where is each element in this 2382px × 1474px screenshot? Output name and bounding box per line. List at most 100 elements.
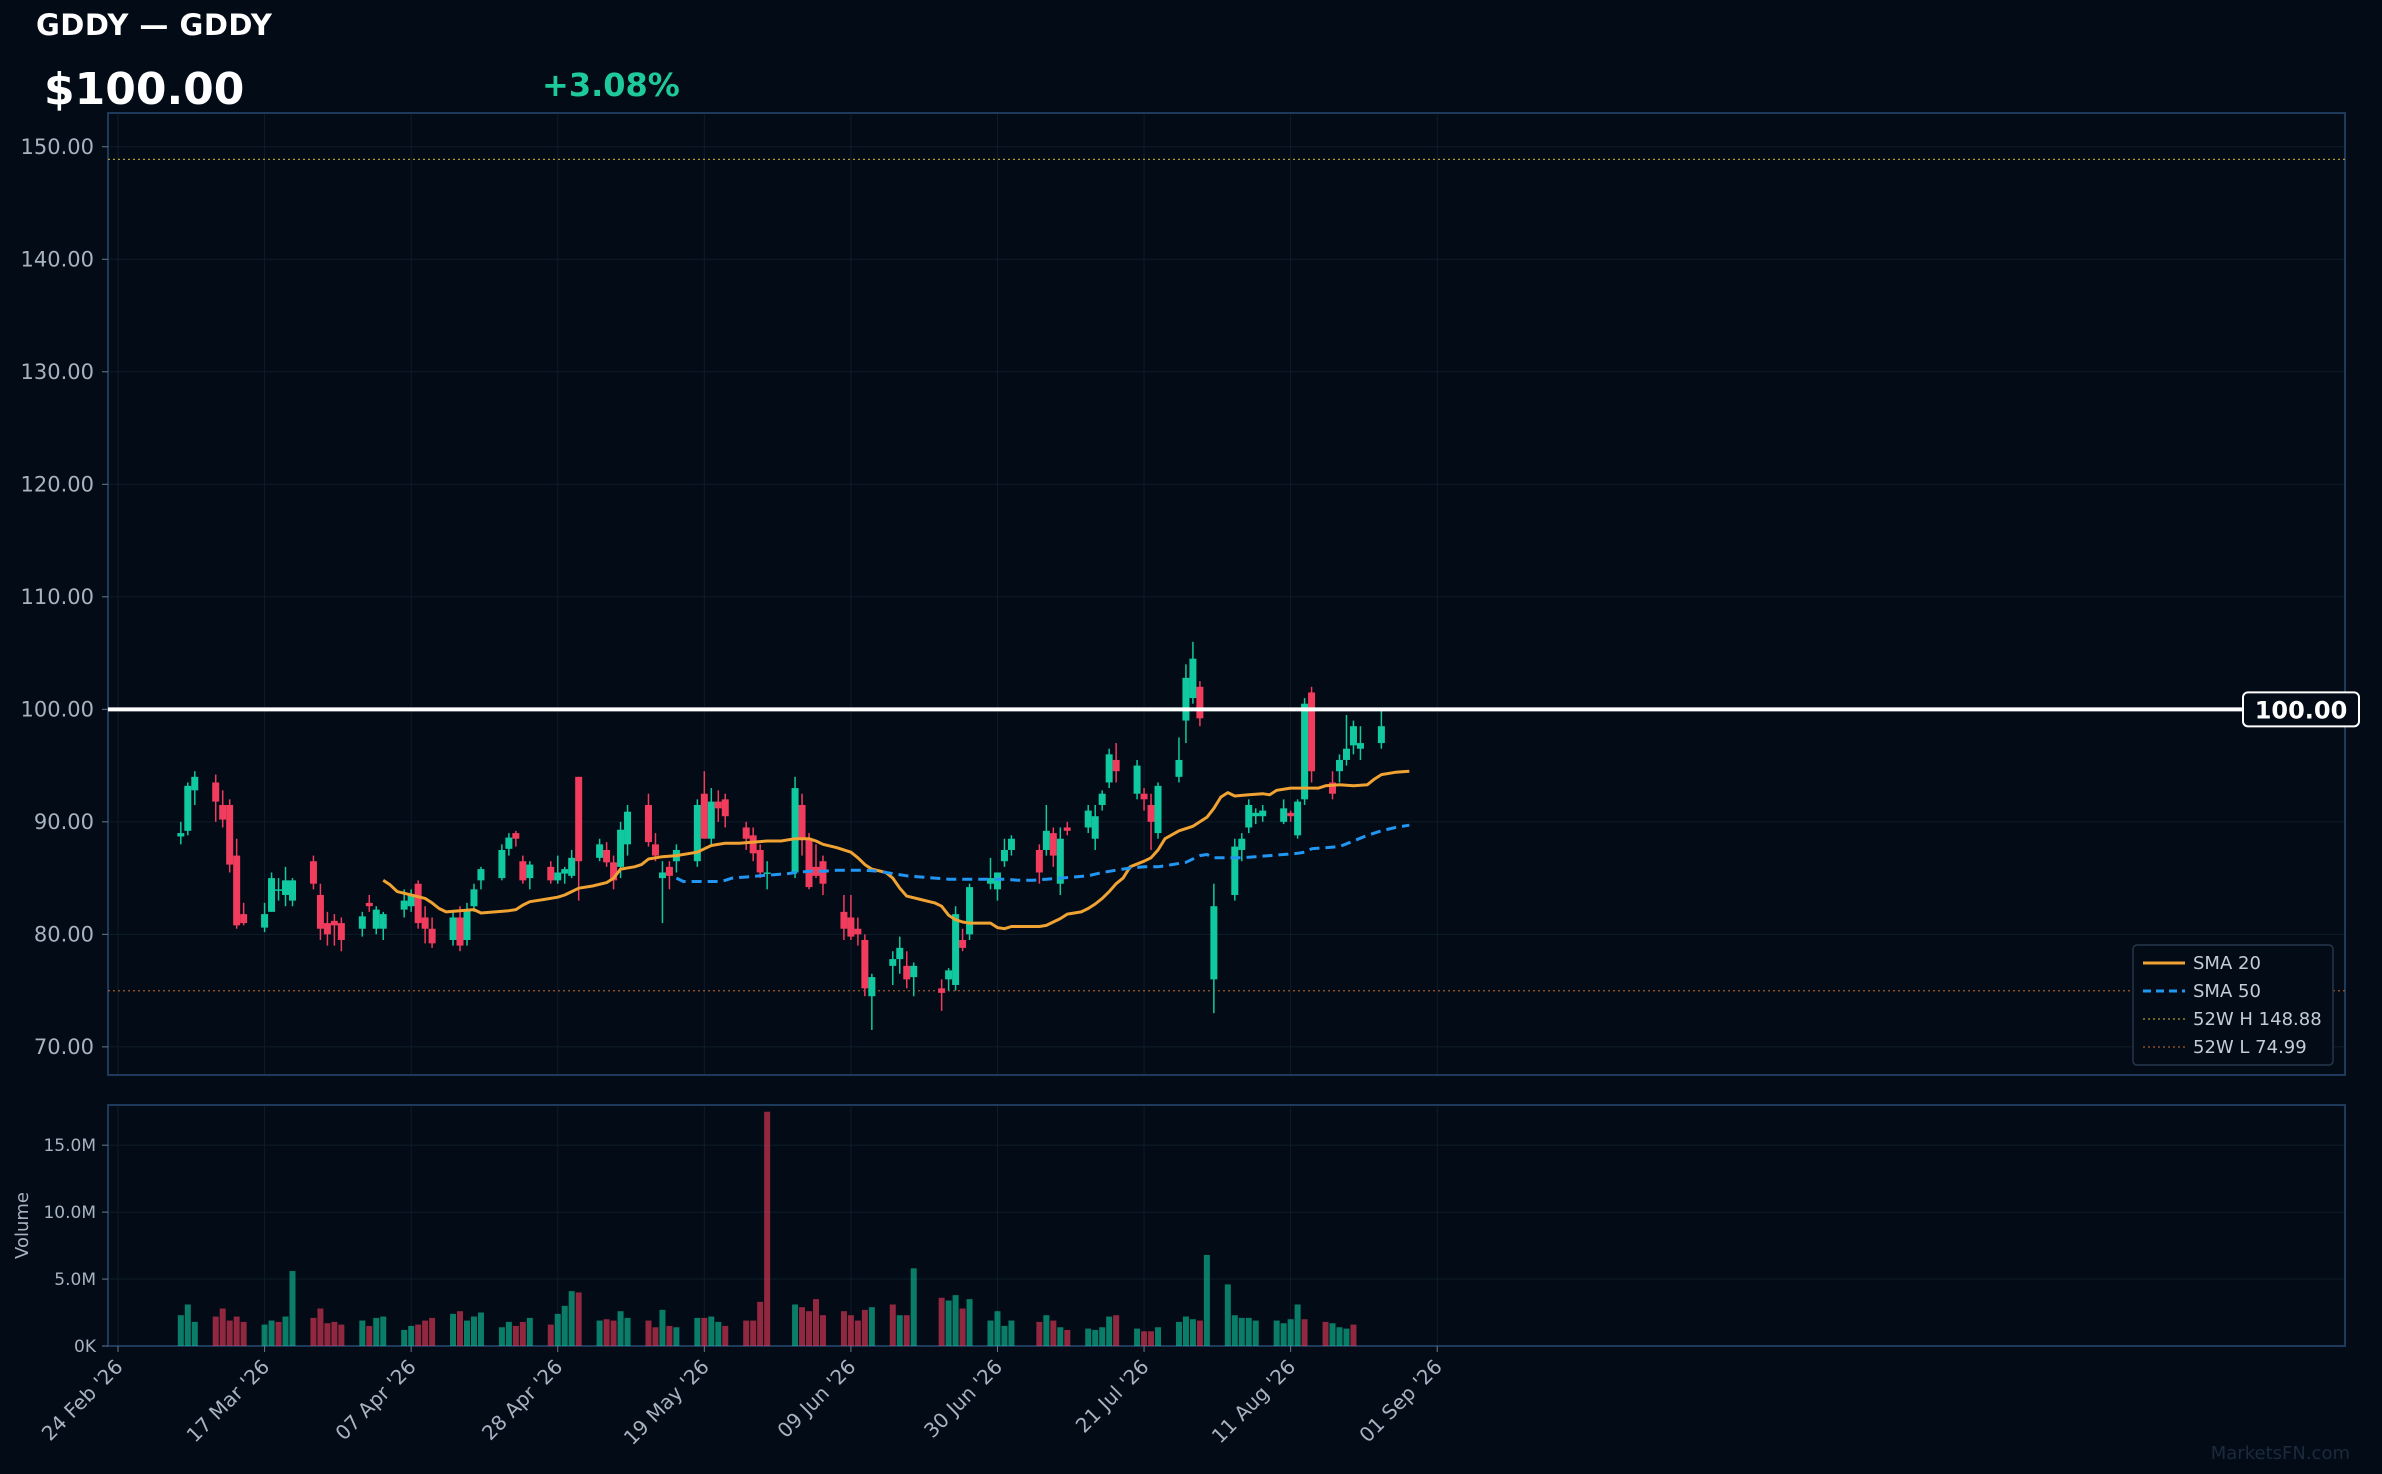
reference-lines <box>108 158 2345 992</box>
legend-label: SMA 20 <box>2193 953 2261 974</box>
candle-body <box>791 788 799 873</box>
price-tick-label: 80.00 <box>34 922 94 946</box>
candle-body <box>407 894 415 907</box>
x-tick-label: 19 May '26 <box>619 1355 714 1450</box>
volume-bar <box>1182 1316 1189 1346</box>
x-tick-label: 30 Jun '26 <box>919 1355 1007 1443</box>
candle-body <box>700 793 708 839</box>
candle-body <box>1301 703 1309 800</box>
volume-bar <box>1203 1254 1210 1346</box>
candle-body <box>993 872 1001 890</box>
legend-label: 52W L 74.99 <box>2193 1037 2307 1058</box>
volume-bar <box>854 1320 861 1346</box>
candle-body <box>805 838 813 888</box>
panel-frames <box>107 112 2346 1347</box>
candle-body <box>1377 726 1385 744</box>
candle-body <box>379 914 387 929</box>
candle-body <box>240 914 248 924</box>
candle-body <box>1245 804 1253 828</box>
candle-body <box>1189 658 1197 699</box>
candle-body <box>575 776 583 862</box>
sma20-line <box>382 769 1410 931</box>
volume-bar <box>966 1299 973 1346</box>
volume-bar <box>938 1297 945 1346</box>
candle-body <box>840 911 848 929</box>
candle-body <box>854 928 862 935</box>
volume-bar <box>498 1327 505 1346</box>
volume-bar <box>673 1327 680 1346</box>
volume-bar <box>1329 1323 1336 1346</box>
price-change: +3.08% <box>542 66 680 104</box>
volume-bar <box>477 1312 484 1346</box>
candle-body <box>1112 759 1120 772</box>
candle-body <box>861 939 869 989</box>
volume-bar <box>1043 1315 1050 1346</box>
volume-bar <box>861 1309 868 1346</box>
candle-body <box>309 861 317 884</box>
volume-bar <box>470 1316 477 1346</box>
volume-bar <box>450 1313 457 1346</box>
volume-bar <box>429 1317 436 1346</box>
last-price-marker: 100.00 <box>108 691 2360 728</box>
candle-body <box>651 844 659 856</box>
volume-bar <box>666 1325 673 1346</box>
volume-tick-label: 15.0M <box>43 1136 96 1156</box>
legend-label: SMA 50 <box>2193 981 2261 1002</box>
candle-body <box>959 939 967 948</box>
last-price-label: 100.00 <box>2255 696 2348 724</box>
volume-bar <box>1189 1319 1196 1346</box>
candle-body <box>987 878 994 884</box>
volume-bar <box>408 1325 415 1346</box>
volume-bar <box>792 1304 799 1346</box>
volume-bar <box>1350 1324 1357 1346</box>
candle-body <box>1175 759 1183 777</box>
candle-body <box>1098 793 1106 805</box>
volume-bar <box>1175 1321 1182 1346</box>
candle-body <box>184 785 192 831</box>
volume-bar <box>806 1311 813 1346</box>
candle-body <box>644 804 652 843</box>
candle-body <box>282 880 290 895</box>
candle-body <box>1294 801 1302 836</box>
candle-body <box>191 776 199 791</box>
volume-bar <box>994 1311 1001 1346</box>
candle-body <box>966 887 974 935</box>
candle-body <box>1342 748 1350 760</box>
volume-bar <box>1036 1321 1043 1346</box>
candle-body <box>714 801 722 809</box>
volume-bar <box>1273 1320 1280 1346</box>
volume-bar <box>561 1305 568 1346</box>
candle-body <box>763 872 771 874</box>
candle-body <box>952 914 960 985</box>
volume-bar <box>275 1321 282 1346</box>
volume-bar <box>575 1292 582 1346</box>
volume-bar <box>1196 1320 1203 1346</box>
volume-bar <box>310 1317 317 1346</box>
candle-body <box>519 861 527 881</box>
candle-body <box>1231 846 1239 895</box>
candle-body <box>707 801 715 839</box>
volume-bar <box>659 1309 666 1346</box>
candle-body <box>554 872 562 881</box>
candle-body <box>1154 785 1162 834</box>
candle-body <box>945 970 953 980</box>
volume-bar <box>212 1316 219 1346</box>
volume-bar <box>889 1304 896 1346</box>
volume-bar <box>366 1325 373 1346</box>
candle-body <box>547 866 555 881</box>
volume-bar <box>757 1301 764 1346</box>
volume-bar <box>261 1324 268 1346</box>
price-tick-label: 140.00 <box>21 247 94 271</box>
candle-body <box>365 902 373 907</box>
candle-body <box>742 827 750 839</box>
candle-body <box>289 880 296 901</box>
x-tick-label: 28 Apr '26 <box>477 1355 567 1445</box>
price-tick-label: 100.00 <box>21 697 94 721</box>
candle-body <box>1140 793 1148 800</box>
candle-body <box>561 869 569 874</box>
volume-bar <box>526 1317 533 1346</box>
volume-bar <box>191 1321 198 1346</box>
candle-body <box>330 920 338 926</box>
legend-box <box>2132 944 2334 1066</box>
